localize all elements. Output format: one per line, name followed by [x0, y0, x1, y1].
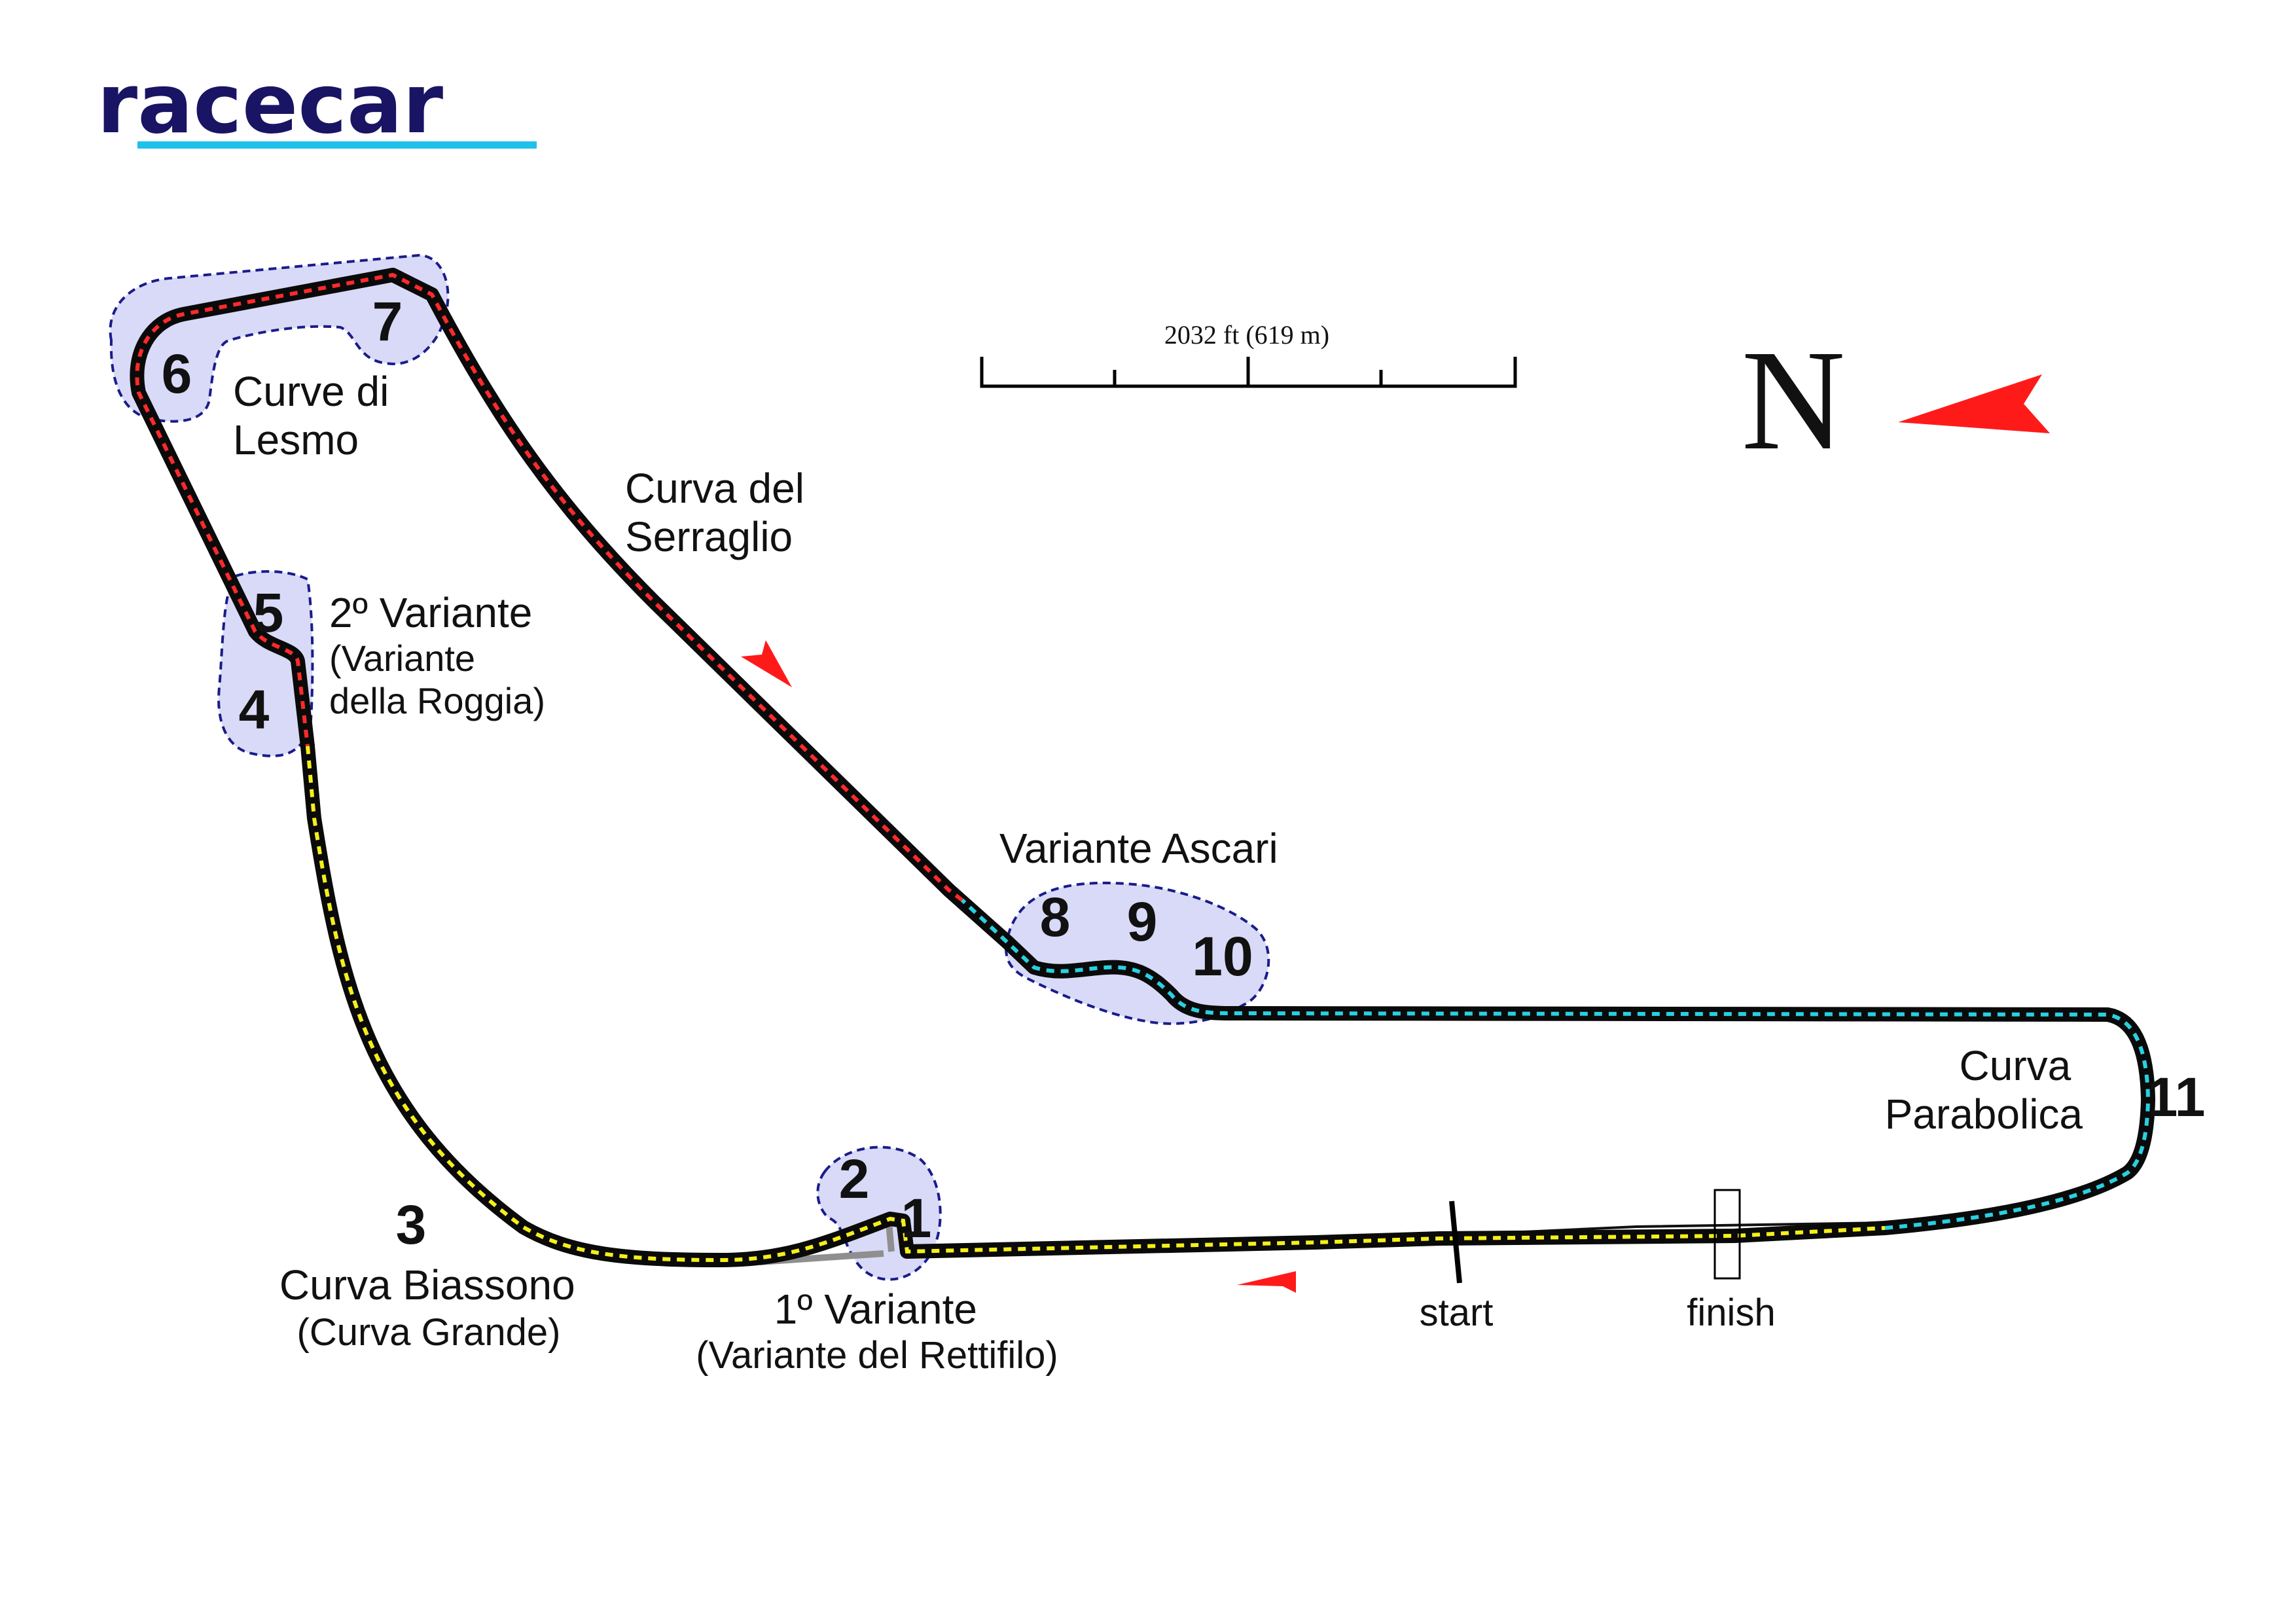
lesmo-label: Curve di Lesmo — [233, 368, 401, 463]
corner-number: 7 — [372, 291, 403, 352]
scale-bar: 2032 ft (619 m) — [980, 320, 1517, 388]
corner-number: 6 — [162, 343, 192, 405]
corner-numbers: 1 2 3 4 5 6 7 8 9 10 11 — [162, 291, 2206, 1255]
corner-number: 3 — [396, 1194, 427, 1255]
north-arrow-icon — [1898, 374, 2050, 433]
parabolica-label: Curva Parabolica — [1885, 1042, 2083, 1138]
compass: N — [1742, 320, 2050, 480]
corner-number: 11 — [2147, 1066, 2206, 1128]
corner-zones — [109, 253, 1270, 1281]
corner-number: 4 — [239, 679, 270, 740]
brand-wordmark: racecar — [97, 56, 443, 152]
sector-lines — [135, 272, 2151, 1263]
corner-number: 8 — [1040, 886, 1071, 948]
corner-number: 2 — [839, 1148, 870, 1210]
finish-label: finish — [1687, 1291, 1775, 1334]
corner-number: 5 — [253, 582, 284, 643]
track-outline — [130, 268, 2148, 1267]
corner-number: 9 — [1127, 891, 1158, 952]
start-line: start — [1420, 1200, 1494, 1334]
direction-arrows — [741, 640, 1296, 1293]
ascari-label: Variante Ascari — [999, 825, 1278, 872]
lesmo-zone — [109, 253, 450, 423]
variante2-label: 2º Variante (Variante della Roggia) — [329, 589, 545, 721]
biassono-label: Curva Biassono (Curva Grande) — [279, 1261, 578, 1354]
scale-bar-label: 2032 ft (619 m) — [1164, 320, 1329, 350]
direction-arrow-icon — [741, 640, 792, 687]
sector-1-line — [306, 746, 1886, 1263]
serraglio-label: Curva del Serraglio — [625, 465, 816, 560]
corner-labels: Curve di Lesmo Curva del Serraglio 2º Va… — [233, 368, 2083, 1377]
brand-underline — [137, 141, 537, 149]
sector-3-line — [960, 898, 2151, 1230]
corner-number: 1 — [901, 1187, 932, 1249]
brand-logo: racecar — [97, 56, 537, 152]
corner-number: 10 — [1192, 926, 1253, 987]
compass-letter: N — [1742, 320, 1846, 480]
direction-arrow-icon — [1237, 1271, 1296, 1293]
finish-line: finish — [1687, 1189, 1776, 1334]
sector-2-line — [135, 272, 963, 902]
start-label: start — [1420, 1291, 1494, 1334]
ascari-zone — [1005, 881, 1270, 1025]
variante1-label: 1º Variante (Variante del Rettifilo) — [696, 1286, 1058, 1377]
